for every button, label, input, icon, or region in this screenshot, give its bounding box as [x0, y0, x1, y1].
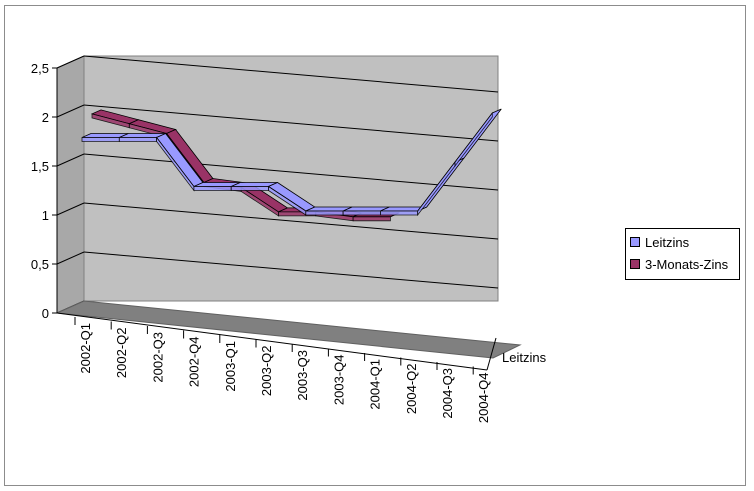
side-wall	[56, 55, 85, 314]
x-tick-label: 2004-Q1	[368, 359, 383, 410]
x-tick-label: 2003-Q1	[223, 341, 238, 392]
ribbon-edge-0	[81, 137, 120, 142]
x-tick-label: 2004-Q4	[476, 373, 491, 424]
ribbon-edge-0	[118, 137, 158, 142]
depth-axis-line	[486, 337, 497, 371]
floor	[55, 300, 522, 359]
y-tick-label: 2,5	[31, 61, 49, 76]
x-axis-line	[56, 312, 488, 371]
ribbon-edge-1	[352, 216, 391, 222]
x-tick-label: 2002-Q3	[150, 332, 165, 383]
ribbon-edge-0	[305, 210, 344, 216]
gridline-side	[56, 104, 85, 118]
x-tick-label: 2004-Q3	[440, 368, 455, 419]
legend-label-3-monats-zins: 3-Monats-Zins	[645, 256, 729, 272]
back-wall	[83, 55, 499, 302]
ribbon-edge-0	[230, 186, 269, 191]
x-tick-label: 2003-Q4	[331, 355, 346, 406]
y-tick-label: 1,5	[31, 159, 49, 174]
ribbon-edge-0	[193, 186, 232, 191]
legend-item-leitzins: Leitzins	[630, 233, 689, 251]
ribbon-edge-0	[454, 111, 493, 168]
gridline	[83, 153, 499, 191]
y-tick-label: 0	[42, 306, 49, 321]
x-tick-label: 2002-Q1	[78, 323, 93, 374]
y-tick-label: 0,5	[31, 257, 49, 272]
ribbon-edge-0	[379, 210, 419, 216]
gridline-side	[56, 55, 85, 69]
y-tick-label: 2	[42, 110, 49, 125]
gridline	[83, 55, 499, 93]
x-tick-label: 2003-Q3	[295, 350, 310, 401]
x-tick-label: 2003-Q2	[259, 346, 274, 397]
x-tick-label: 2002-Q2	[114, 328, 129, 379]
y-tick-label: 1	[42, 208, 49, 223]
legend-swatch-3-monats-zins	[630, 259, 640, 269]
gridline	[83, 104, 499, 142]
ribbon-edge-0	[342, 210, 381, 216]
legend-swatch-leitzins	[630, 237, 640, 247]
legend-label-leitzins: Leitzins	[645, 234, 690, 250]
x-tick-label: 2002-Q4	[187, 337, 202, 388]
gridline-side	[56, 251, 85, 265]
gridline-side	[56, 153, 85, 167]
legend-item-3-monats-zins: 3-Monats-Zins	[630, 255, 728, 273]
depth-axis-label: Leitzins	[502, 350, 547, 365]
x-tick-label: 2004-Q2	[404, 364, 419, 415]
gridline-side	[56, 202, 85, 216]
gridline	[83, 251, 499, 289]
legend: Leitzins 3-Monats-Zins	[625, 228, 740, 280]
gridline	[83, 202, 499, 240]
